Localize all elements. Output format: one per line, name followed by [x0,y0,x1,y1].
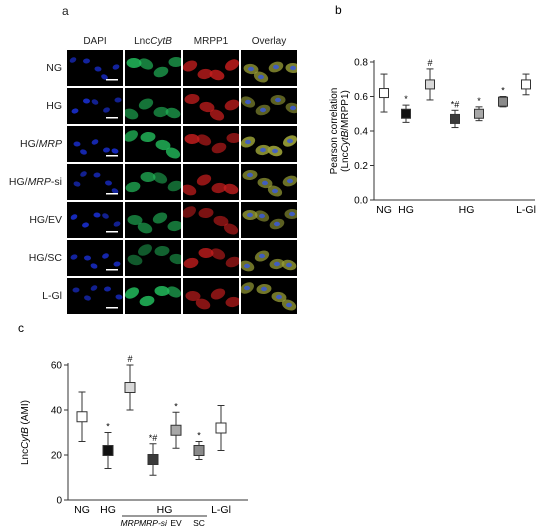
micrograph-cell [125,50,181,86]
micrograph-cell [183,164,239,200]
micrograph-cell [241,126,297,162]
data-point [76,411,88,423]
micrograph-cell [67,164,123,200]
y-tick-label: 0 [56,496,62,507]
row-label-4: HG/EV [29,214,62,226]
row-label-3: HG/MRP-si [8,176,62,188]
x-category-label: SC [193,518,205,528]
significance-mark: *# [149,433,158,443]
data-point [379,88,389,99]
micrograph-cell [125,240,181,276]
data-point [170,424,182,436]
y-tick-label: 0.0 [354,196,368,207]
x-category-label: NG [74,504,90,516]
y-tick-label: 0.6 [354,92,368,103]
micrograph-cell [125,126,181,162]
x-category-label: L-Gl [516,204,536,215]
micrograph-cell [241,88,297,124]
panel-letter: b [335,3,342,17]
micrograph-cell [183,50,239,86]
y-axis-label: LncCytB (AMI) [20,400,31,465]
significance-mark: * [404,94,408,104]
micrograph-cell [183,202,239,238]
y-axis-label: Pearson correlation [329,88,340,175]
significance-mark: * [106,422,110,432]
significance-mark: *# [451,99,460,109]
column-header-2: MRPP1 [193,36,229,47]
micrograph-cell [241,164,297,200]
row-label-2: HG/MRP [19,138,62,150]
row-label-1: HG [46,100,62,112]
x-category-label: EV [170,518,182,528]
x-category-label: HG [100,504,116,516]
data-point [147,454,159,465]
y-tick-label: 40 [51,406,63,417]
micrograph-cell [67,278,123,314]
data-point [401,108,411,119]
micrograph-cell [241,202,297,238]
x-category-label: MRP-si [139,518,168,528]
panel-letter: c [18,321,24,335]
micrograph-cell [125,202,181,238]
y-tick-label: 20 [51,451,63,462]
y-tick-label: 0.4 [354,127,368,138]
micrograph-cell [67,88,123,124]
significance-mark: * [197,431,201,441]
y-tick-label: 0.8 [354,58,368,69]
row-label-0: NG [46,62,62,74]
column-header-3: Overlay [251,36,287,47]
y-tick-label: 0.2 [354,161,368,172]
micrograph-cell [67,202,123,238]
data-point [521,79,531,90]
group-bracket-label: HG [459,204,475,215]
row-label-5: HG/SC [28,252,62,264]
micrograph-cell [241,240,297,276]
significance-mark: * [501,86,505,96]
micrograph-cell [67,240,123,276]
significance-mark: * [477,96,481,106]
panel-a-letter: a [62,4,69,18]
micrograph-cell [125,278,181,314]
micrograph-cell [241,278,297,314]
micrograph-cell [67,126,123,162]
panel-b-chart: b 0.0 0.2 0.4 0.6 0.8 Pearson correlation (LncC… [329,3,536,215]
micrograph-cell [183,278,239,314]
y-axis-label-line2: (LncCytB/MRPP1) [340,90,351,172]
data-point [425,79,435,90]
significance-mark: * [174,401,178,411]
x-category-label: L-Gl [211,504,231,516]
data-point [498,96,508,107]
data-point [102,445,114,456]
x-category-label: HG [398,204,414,215]
micrograph-cell [67,50,123,86]
data-point [124,382,136,393]
micrograph-cell [183,240,239,276]
x-category-label: MRP [121,518,140,528]
data-point [215,422,227,434]
micrograph-cell [241,50,297,86]
row-label-6: L-Gl [42,290,62,302]
significance-mark: # [427,58,432,68]
column-header-0: DAPI [83,36,107,47]
micrograph-cell [183,126,239,162]
micrograph-cell [125,88,181,124]
data-point [474,108,484,119]
column-header-1: LncCytB [134,36,172,47]
data-point [193,445,205,456]
micrograph-cell [183,88,239,124]
micrograph-cell [125,164,181,200]
y-tick-label: 60 [51,361,63,372]
x-category-label: NG [376,204,392,215]
data-point [450,113,460,124]
group-bracket-label: HG [157,504,173,516]
significance-mark: # [127,354,132,364]
